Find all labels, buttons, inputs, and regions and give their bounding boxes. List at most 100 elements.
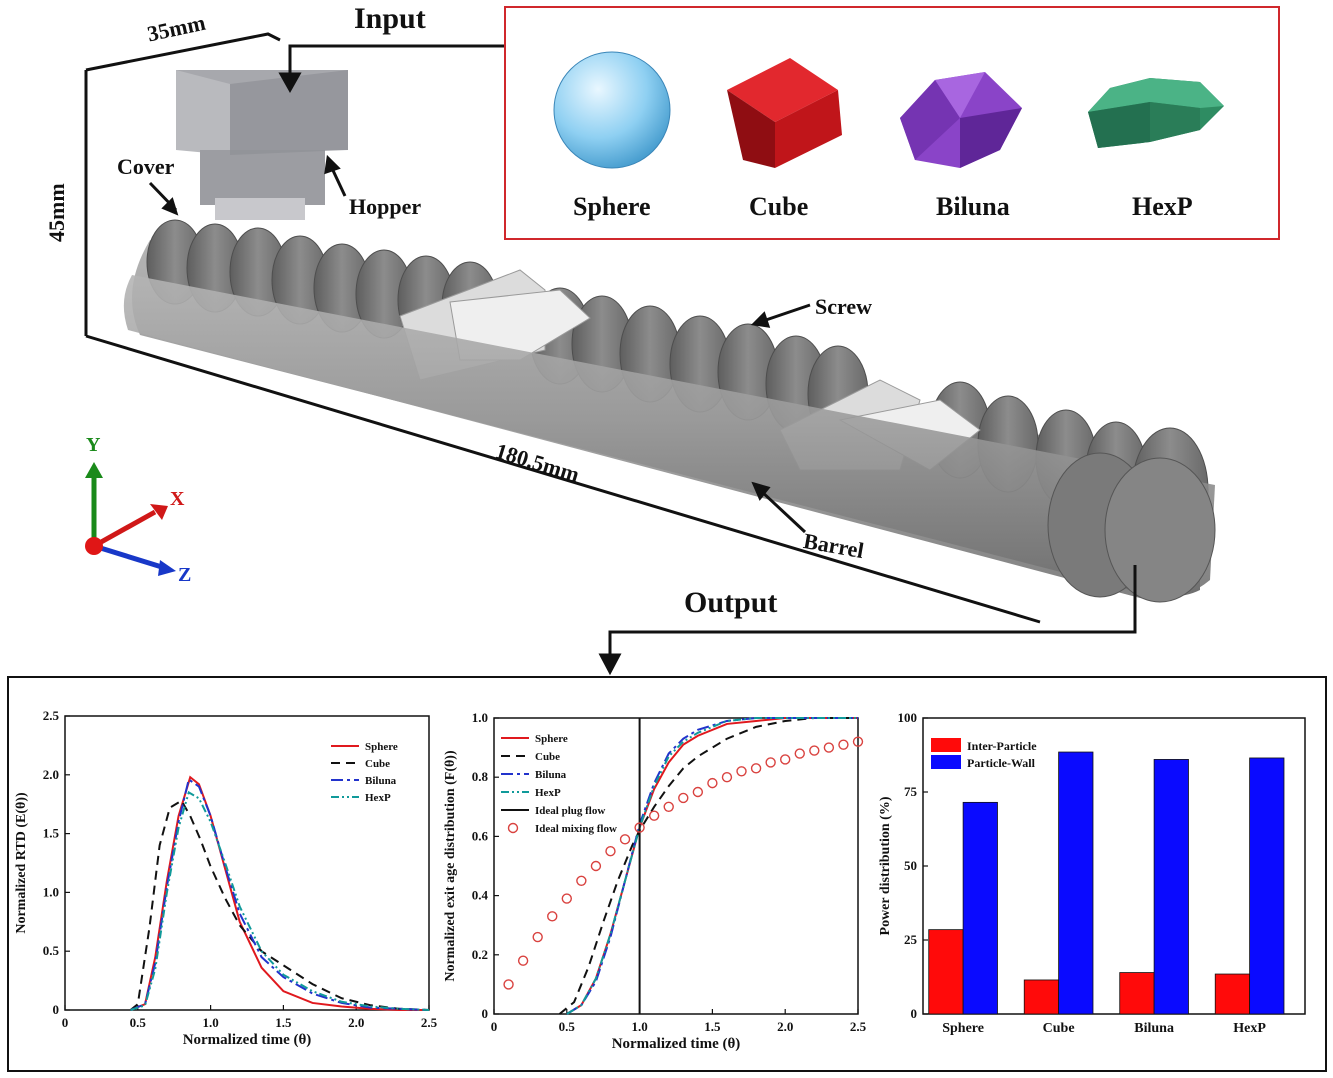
extruder-illustration <box>84 32 1224 676</box>
x-tick-label: Sphere <box>942 1021 984 1036</box>
legend-label: Ideal plug flow <box>535 805 605 817</box>
series-line <box>566 717 858 1015</box>
cover-label: Cover <box>117 154 175 179</box>
y-tick-label: 0.6 <box>472 828 489 843</box>
series-line <box>566 717 858 1015</box>
y-tick-label: 1.0 <box>472 710 488 725</box>
legend-label: Ideal mixing flow <box>535 823 617 835</box>
x-tick-label: 2.5 <box>850 1019 867 1034</box>
x-tick-label: Biluna <box>1134 1021 1174 1036</box>
legend-swatch <box>507 822 519 834</box>
power-distribution-chart: 0 25 50 75 100 Power distribution (%) Sphere Cu… <box>878 710 1306 1036</box>
data-point <box>823 742 835 753</box>
bar <box>1153 759 1189 1015</box>
input-shapes-box <box>504 6 1280 240</box>
series-line <box>130 777 430 1011</box>
legend-label: Sphere <box>365 741 398 753</box>
y-tick-label: 100 <box>898 710 918 725</box>
data-point <box>605 845 616 857</box>
bar <box>1058 751 1094 1015</box>
data-point <box>634 822 645 833</box>
data-point <box>838 739 849 750</box>
plot-frame <box>64 715 430 1011</box>
axis-x-label: X <box>170 488 185 510</box>
x-tick-label: 2.0 <box>777 1019 793 1034</box>
legend-label: Biluna <box>535 769 567 781</box>
dim-height-label: 45mm <box>44 183 69 242</box>
bar <box>1214 973 1251 1015</box>
y-tick-label: 50 <box>904 858 917 873</box>
x-tick-label: 1.0 <box>202 1015 218 1030</box>
y-tick-label: 1.0 <box>43 884 59 899</box>
y-tick-label: 75 <box>904 784 918 799</box>
legend-label: Sphere <box>535 733 568 745</box>
input-title: Input <box>354 2 426 35</box>
x-tick-label: 0 <box>62 1015 69 1030</box>
shape-label-cube: Cube <box>749 192 809 221</box>
input-connector <box>278 44 504 94</box>
output-charts-panel: 0 0.5 1.0 1.5 2.0 2.5 0 0.5 1.0 1.5 2.0 2.5 Normaliz… <box>7 676 1327 1072</box>
data-point <box>678 792 689 804</box>
data-point <box>721 771 733 783</box>
rtd-chart: 0 0.5 1.0 1.5 2.0 2.5 0 0.5 1.0 1.5 2.0 2.5 Normaliz… <box>14 708 438 1048</box>
shape-label-sphere: Sphere <box>573 192 651 221</box>
data-point <box>794 748 805 759</box>
data-point <box>619 834 631 845</box>
axis-triad <box>85 462 176 576</box>
legend-label: Particle-Wall <box>967 756 1036 770</box>
x-tick-label: 1.5 <box>275 1015 292 1030</box>
y-tick-label: 0 <box>53 1002 60 1017</box>
x-tick-label: Cube <box>1043 1021 1075 1036</box>
y-axis-label: Normalized exit age distribution (F(θ)) <box>443 750 458 982</box>
legend-label: HexP <box>535 787 561 799</box>
data-point <box>532 931 543 943</box>
x-axis-label: Normalized time (θ) <box>612 1036 741 1052</box>
hopper-label: Hopper <box>349 194 422 219</box>
exit-age-chart: 0 0.5 1.0 1.5 2.0 2.5 0 0.2 0.4 0.6 0.8 1.0 Normaliz… <box>443 710 867 1052</box>
axis-z-label: Z <box>178 564 192 586</box>
bar <box>928 929 964 1015</box>
data-point <box>547 911 558 922</box>
x-axis-label: Normalized time (θ) <box>183 1032 312 1048</box>
hopper <box>176 70 348 220</box>
data-point <box>576 875 587 887</box>
shape-sphere <box>553 51 671 169</box>
bar <box>1023 979 1060 1015</box>
output-connector <box>598 565 1137 676</box>
shape-biluna <box>900 72 1022 168</box>
legend-label: Cube <box>365 758 390 770</box>
data-point <box>780 754 791 765</box>
x-tick-label: 0.5 <box>130 1015 147 1030</box>
x-tick-label: 1.0 <box>631 1019 647 1034</box>
legend-label: Biluna <box>365 775 397 787</box>
series-line <box>566 717 858 1015</box>
plot-frame <box>493 717 859 1015</box>
x-tick-label: 2.0 <box>348 1015 364 1030</box>
barrel-front <box>123 275 1215 600</box>
y-tick-label: 0.2 <box>472 947 488 962</box>
series-line <box>130 790 430 1011</box>
legend-label: HexP <box>365 792 391 804</box>
y-tick-label: 0 <box>482 1006 489 1021</box>
y-tick-label: 0.8 <box>472 769 489 784</box>
data-point <box>809 745 820 756</box>
data-point <box>750 763 762 774</box>
x-tick-label: 1.5 <box>704 1019 721 1034</box>
x-tick-label: 2.5 <box>421 1015 438 1030</box>
series-line <box>129 799 430 1011</box>
y-tick-label: 1.5 <box>43 826 60 841</box>
data-point <box>561 893 573 904</box>
y-tick-label: 0.4 <box>472 888 489 903</box>
bar <box>962 801 998 1015</box>
dimension-lines <box>84 32 1041 624</box>
y-tick-label: 25 <box>904 932 918 947</box>
x-tick-label: 0 <box>491 1019 498 1034</box>
bar <box>1119 972 1155 1015</box>
data-point <box>707 777 718 789</box>
screw-label: Screw <box>815 294 873 319</box>
shape-cube <box>727 58 842 168</box>
y-tick-label: 0 <box>911 1006 918 1021</box>
data-point <box>765 757 776 768</box>
data-point <box>590 860 602 872</box>
y-axis-label: Normalized RTD (E(θ)) <box>14 792 29 934</box>
